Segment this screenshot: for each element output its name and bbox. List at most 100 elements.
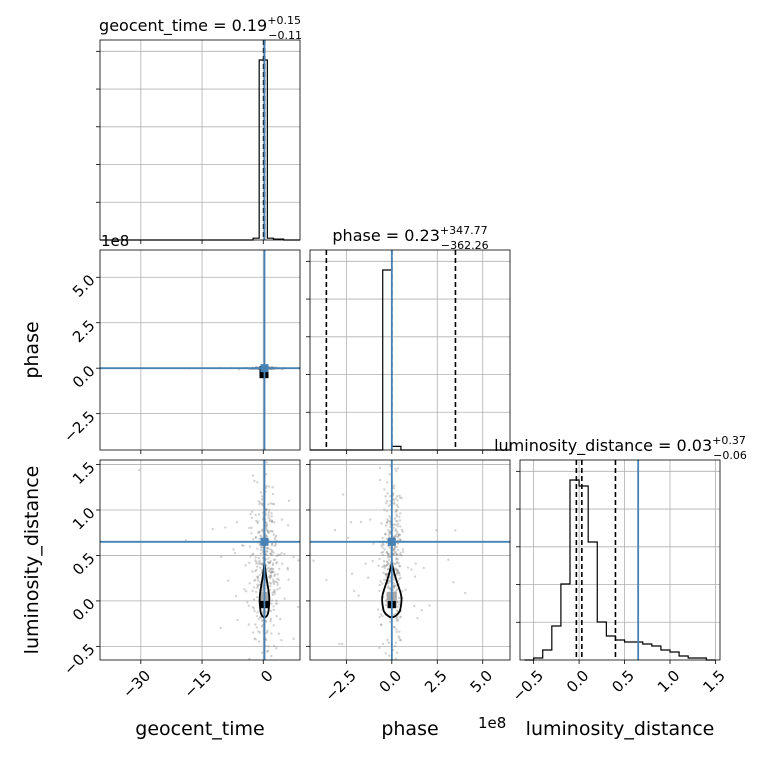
scatter-point <box>138 468 141 472</box>
scatter-point <box>271 562 275 565</box>
scatter-point <box>395 619 399 622</box>
hist-panel-phase <box>306 249 511 454</box>
scatter-point <box>255 562 258 565</box>
scatter-point <box>270 512 273 515</box>
y-tick-label: −0.5 <box>60 640 98 678</box>
panel-title-luminosity_distance: luminosity_distance = 0.03+0.37 <box>494 434 746 456</box>
scatter-panel-geocent_time-luminosity_distance: −30 −15 0 −0.5 0.0 0.5 1.0 1.5 <box>60 458 353 702</box>
scatter-point <box>257 530 261 533</box>
scatter-point <box>269 567 272 571</box>
scatter-point <box>385 537 389 541</box>
scatter-point <box>395 617 398 620</box>
scatter-point <box>382 543 385 546</box>
scatter-point <box>464 591 467 595</box>
scatter-point <box>404 588 407 591</box>
scatter-point <box>338 642 341 646</box>
scatter-point <box>271 486 274 489</box>
scatter-point <box>388 546 392 549</box>
x-offset-label-phase: 1e8 <box>478 714 506 732</box>
scatter-point <box>398 496 402 499</box>
scatter-point <box>382 571 385 575</box>
scatter-point <box>261 651 264 654</box>
scatter-point <box>396 532 399 536</box>
scatter-point <box>388 531 391 534</box>
scatter-point <box>396 568 399 572</box>
scatter-point <box>454 529 457 532</box>
scatter-point <box>251 605 255 609</box>
scatter-point <box>257 513 261 516</box>
scatter-point <box>269 575 273 579</box>
scatter-point <box>251 631 255 634</box>
scatter-point <box>387 533 391 537</box>
scatter-point <box>392 526 395 529</box>
scatter-point <box>277 553 280 556</box>
scatter-point <box>341 493 345 496</box>
scatter-point <box>406 566 410 569</box>
scatter-point <box>385 573 388 576</box>
scatter-point <box>269 574 272 577</box>
scatter-point <box>280 552 283 555</box>
title-minus-error: −0.06 <box>713 449 747 462</box>
scatter-point <box>270 544 274 547</box>
scatter-point <box>271 570 274 573</box>
scatter-point <box>264 509 268 512</box>
scatter-point <box>387 519 390 523</box>
scatter-point <box>386 555 390 559</box>
scatter-point <box>264 472 268 476</box>
scatter-point <box>269 570 272 574</box>
scatter-point <box>384 495 387 498</box>
scatter-point <box>384 573 387 576</box>
scatter-point <box>261 503 265 507</box>
scatter-point <box>396 609 399 613</box>
scatter-point <box>287 499 291 503</box>
scatter-point <box>273 668 275 670</box>
y-axis-label-luminosity_distance: luminosity_distance <box>21 466 43 655</box>
scatter-point <box>219 626 222 630</box>
y-tick-label: −2.5 <box>60 407 98 445</box>
scatter-point <box>396 572 399 575</box>
scatter-point <box>387 582 390 585</box>
scatter-point <box>389 532 392 535</box>
scatter-point <box>258 503 261 506</box>
scatter-point <box>351 601 353 603</box>
scatter-point <box>398 616 401 619</box>
scatter-point <box>256 520 260 523</box>
scatter-point <box>250 516 254 520</box>
scatter-point <box>395 573 398 576</box>
scatter-point <box>257 556 260 560</box>
scatter-point <box>410 568 413 571</box>
hist-panel-luminosity_distance: −0.5 0.0 0.5 1.0 1.5 <box>509 459 729 705</box>
scatter-point <box>280 638 283 642</box>
scatter-point <box>259 616 263 619</box>
scatter-point <box>278 567 281 571</box>
scatter-point <box>378 646 381 650</box>
scatter-point <box>320 596 322 598</box>
scatter-point <box>392 585 395 588</box>
scatter-point <box>253 637 256 640</box>
scatter-point <box>394 467 397 471</box>
scatter-point <box>270 602 273 606</box>
scatter-point <box>395 553 399 557</box>
scatter-point <box>392 586 396 590</box>
scatter-point <box>266 547 270 550</box>
scatter-point <box>258 530 261 534</box>
scatter-point <box>398 494 401 497</box>
scatter-point <box>392 547 395 551</box>
scatter-point <box>271 591 274 594</box>
scatter-point <box>273 538 276 541</box>
scatter-point <box>377 564 380 567</box>
scatter-point <box>274 536 277 539</box>
scatter-point <box>256 579 260 582</box>
scatter-point <box>378 557 381 561</box>
scatter-point <box>276 583 279 586</box>
scatter-point <box>396 505 400 509</box>
scatter-point <box>384 502 388 505</box>
scatter-point <box>393 523 396 526</box>
scatter-point <box>399 512 402 515</box>
scatter-point <box>268 561 271 565</box>
scatter-point <box>392 486 395 490</box>
scatter-point <box>396 619 400 622</box>
x-tick-label: 0.5 <box>608 667 638 697</box>
scatter-point <box>428 604 431 607</box>
x-tick-label: −0.5 <box>509 667 547 705</box>
